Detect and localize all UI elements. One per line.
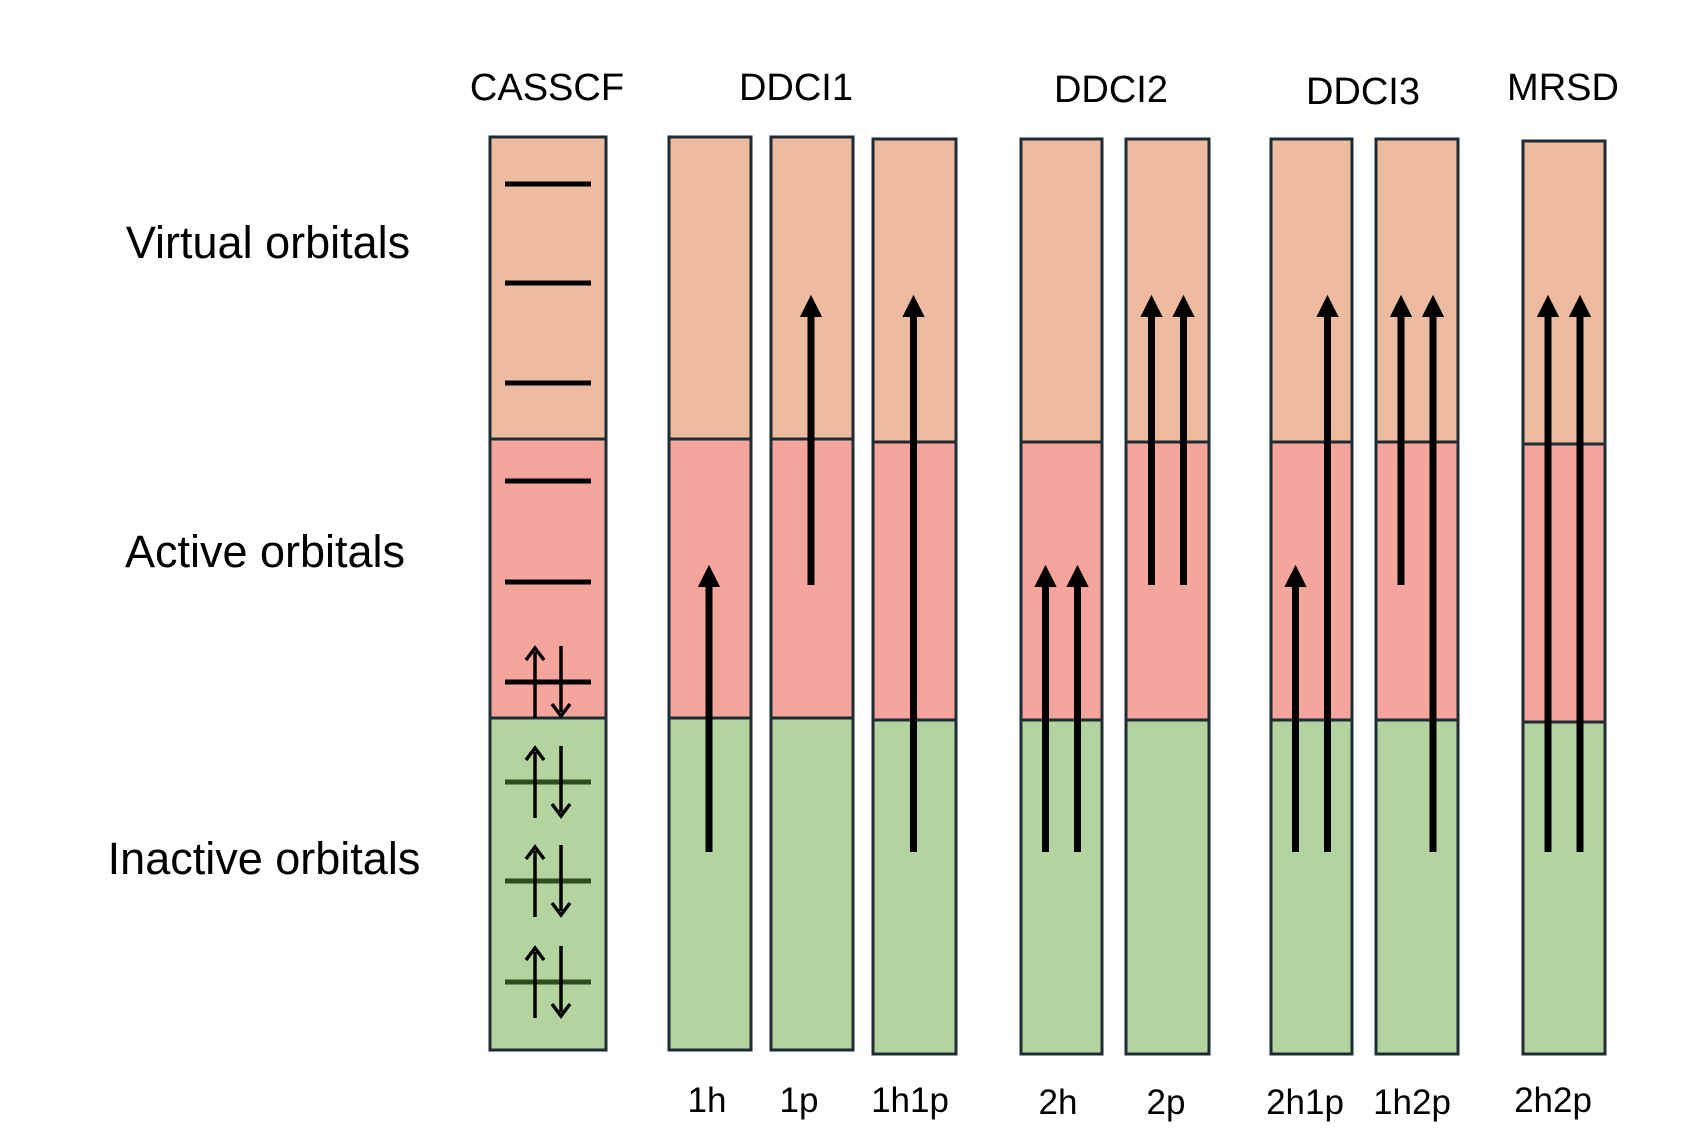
active-region [1126, 442, 1209, 720]
column-border [1521, 139, 1607, 1056]
column-label-1h: 1h [688, 1081, 727, 1120]
column-label-2h: 2h [1039, 1083, 1078, 1122]
virtual-region [1271, 139, 1352, 442]
column-1h1p [871, 137, 958, 1056]
spin-up-arrowhead [524, 945, 546, 962]
column-border [769, 135, 855, 1052]
spin-down-arrowhead [550, 702, 572, 719]
column-border [1269, 137, 1354, 1056]
column-casscf [488, 135, 608, 1052]
column-2h1p [1269, 137, 1354, 1056]
column-label-1h1p: 1h1p [871, 1081, 949, 1120]
column-2h [1019, 137, 1104, 1056]
column-1h2p [1374, 137, 1460, 1056]
inactive-region [1126, 720, 1209, 1054]
active-region [1523, 444, 1605, 722]
spin-up-arrowhead [524, 645, 546, 662]
spin-down-arrowhead [550, 1002, 572, 1019]
row-label-virtual: Virtual orbitals [126, 217, 410, 268]
column-label-2h1p: 2h1p [1266, 1083, 1344, 1122]
row-label-inactive: Inactive orbitals [108, 833, 421, 884]
column-1h [667, 135, 753, 1052]
column-border [667, 135, 753, 1052]
virtual-region [1126, 139, 1209, 442]
row-label-active: Active orbitals [125, 526, 405, 577]
method-label-ddci1: DDCI1 [739, 67, 853, 109]
columns-layer [488, 135, 1607, 1056]
column-2p [1124, 137, 1211, 1056]
column-border [1124, 137, 1211, 1056]
active-region [1376, 442, 1458, 720]
virtual-region [490, 137, 606, 439]
virtual-region [669, 137, 751, 439]
method-label-ddci3: DDCI3 [1306, 71, 1420, 113]
spin-up-arrowhead [524, 745, 546, 762]
virtual-region [1021, 139, 1102, 442]
column-label-2h2p: 2h2p [1514, 1081, 1592, 1120]
virtual-region [1376, 139, 1458, 442]
column-border [1019, 137, 1104, 1056]
inactive-region [1376, 720, 1458, 1054]
inactive-region [1021, 720, 1102, 1054]
method-label-ddci2: DDCI2 [1054, 69, 1168, 111]
spin-up-arrowhead [524, 844, 546, 861]
active-region [490, 439, 606, 718]
inactive-region [771, 718, 853, 1050]
inactive-region [490, 718, 606, 1050]
column-1p [769, 135, 855, 1052]
spin-down-arrowhead [550, 901, 572, 918]
column-border [871, 137, 958, 1056]
method-label-mrsd: MRSD [1507, 67, 1619, 109]
inactive-region [1523, 722, 1605, 1054]
method-label-casscf: CASSCF [470, 67, 624, 109]
column-label-1p: 1p [780, 1081, 819, 1120]
active-region [1271, 442, 1352, 720]
column-label-1h2p: 1h2p [1373, 1083, 1451, 1122]
column-border [488, 135, 608, 1052]
spin-down-arrowhead [550, 802, 572, 819]
inactive-region [1271, 720, 1352, 1054]
active-region [1021, 442, 1102, 720]
column-2h2p [1521, 139, 1607, 1056]
column-label-2p: 2p [1147, 1083, 1186, 1122]
column-border [1374, 137, 1460, 1056]
virtual-region [1523, 141, 1605, 444]
